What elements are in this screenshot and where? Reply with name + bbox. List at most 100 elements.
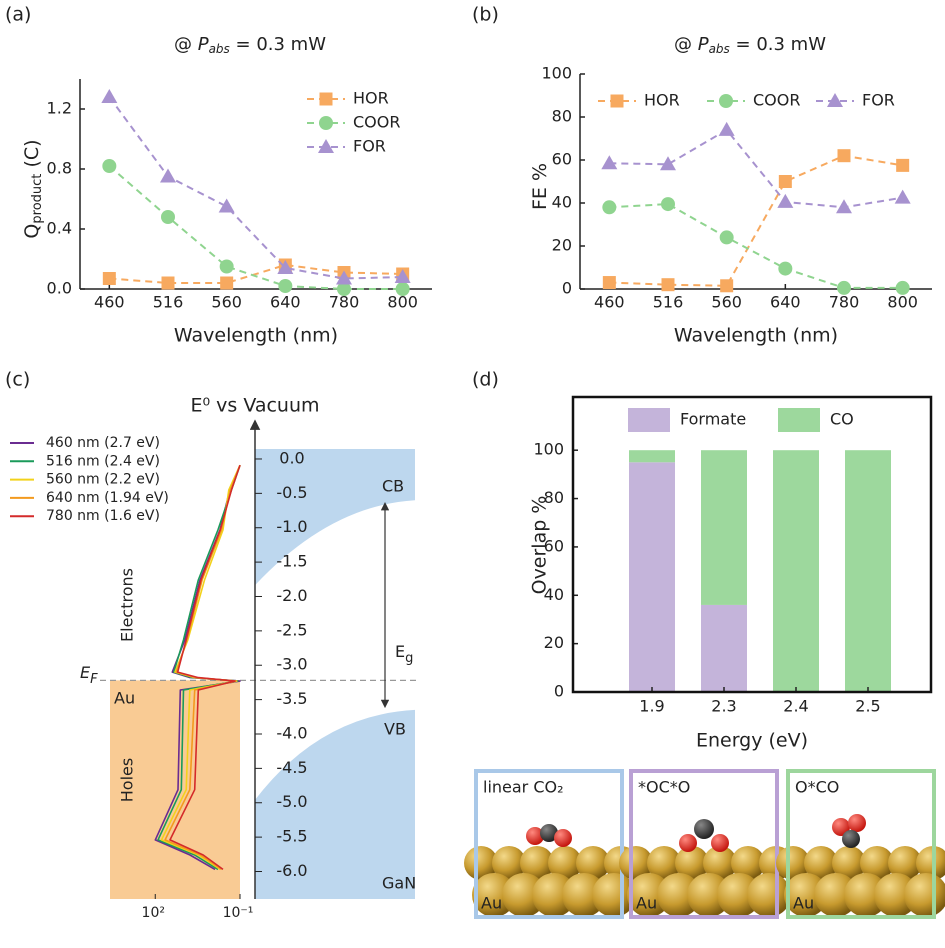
- oxygen-atom: [526, 827, 544, 845]
- fermi-label-sub: F: [90, 672, 98, 687]
- legend-label: 780 nm (1.6 eV): [46, 508, 160, 524]
- conduction-band: [255, 449, 415, 586]
- marker: [218, 198, 235, 213]
- annotation: VB: [384, 720, 406, 739]
- gold-atom: [731, 846, 765, 880]
- x-tick-label: 560: [211, 293, 242, 312]
- y-axis-title: Overlap %: [529, 496, 551, 595]
- legend-label: FOR: [353, 137, 386, 156]
- x-tick-label: 10⁻¹: [223, 905, 254, 921]
- marker: [837, 149, 851, 163]
- carbon-atom: [694, 819, 714, 839]
- marker: [161, 276, 175, 290]
- gold-atom: [747, 873, 791, 917]
- y-axis-title-text: Q: [21, 224, 43, 239]
- series-line: [609, 128, 903, 209]
- y-axis-title: E⁰ vs Vacuum: [190, 395, 319, 417]
- x-tick-label: 10²: [142, 905, 165, 921]
- oxygen-atom: [848, 814, 866, 832]
- legend-label: 640 nm (1.94 eV): [46, 490, 169, 506]
- structure-border: [786, 769, 936, 919]
- title-prefix: @: [674, 34, 698, 55]
- structure-panel: *OC*O Au: [619, 769, 793, 919]
- y-tick-label: -1.5: [276, 552, 307, 571]
- x-tick-label: 2.3: [711, 697, 736, 716]
- marker: [896, 158, 910, 172]
- y-tick-label: 0.4: [47, 219, 72, 238]
- structure-label: O*CO: [795, 778, 839, 797]
- title-subscript: abs: [709, 42, 730, 56]
- y-tick-label: 80: [552, 107, 572, 126]
- plot-frame: [571, 395, 933, 694]
- marker: [660, 156, 676, 171]
- y-tick-label: 20: [544, 633, 564, 652]
- y-tick-label: 1.2: [47, 99, 72, 118]
- metal-region: [110, 680, 240, 899]
- gold-atom: [548, 846, 582, 880]
- bar-segment: [773, 450, 819, 692]
- y-tick-label: 100: [541, 64, 572, 83]
- marker: [777, 193, 794, 208]
- x-tick-label: 560: [711, 293, 742, 312]
- gold-atom: [860, 846, 894, 880]
- y-tick-label: 0.8: [47, 159, 72, 178]
- chart-title: @ Pabs = 0.3 mW: [674, 34, 826, 56]
- marker: [895, 280, 910, 295]
- chart-title: @ Pabs = 0.3 mW: [174, 34, 326, 56]
- marker: [101, 89, 118, 103]
- marker: [661, 278, 675, 292]
- gold-atom: [916, 846, 945, 880]
- structure-panel: linear CO₂ Au: [464, 769, 638, 919]
- panel-label: (a): [5, 4, 31, 26]
- series-line: [609, 203, 903, 289]
- marker: [778, 261, 793, 276]
- y-axis-title: Qproduct (C): [21, 139, 45, 238]
- oxygen-atom: [679, 834, 697, 852]
- legend-label: COOR: [353, 113, 400, 132]
- marker: [278, 279, 293, 293]
- marker: [395, 282, 410, 296]
- annotation: CB: [382, 477, 404, 496]
- y-axis-title: FE %: [529, 163, 551, 210]
- y-tick-label: 40: [544, 585, 564, 604]
- x-axis-title: Wavelength (nm): [174, 325, 338, 347]
- x-tick-label: 2.4: [783, 697, 808, 716]
- x-tick-label: 640: [270, 293, 301, 312]
- y-tick-label: -2.5: [276, 620, 307, 639]
- valence-band: [255, 709, 415, 899]
- marker: [837, 280, 851, 295]
- gold-atom: [675, 846, 709, 880]
- x-axis-title: Wavelength (nm): [674, 325, 838, 347]
- gold-atom: [464, 846, 498, 880]
- oxygen-atom: [832, 818, 850, 836]
- marker: [718, 121, 735, 136]
- gold-atom: [619, 846, 653, 880]
- marker: [602, 276, 616, 290]
- x-tick-label: 800: [887, 293, 918, 312]
- bar-segment: [629, 462, 675, 692]
- legend-label: 460 nm (2.7 eV): [46, 435, 160, 451]
- y-tick-label: -1.0: [276, 517, 307, 536]
- y-tick-label: -3.5: [276, 689, 307, 708]
- y-tick-label: 0.0: [47, 279, 72, 298]
- bar-segment: [629, 450, 675, 463]
- legend-marker: [719, 94, 733, 108]
- marker: [161, 210, 175, 224]
- gap-label: Eg: [395, 642, 413, 666]
- y-tick-label: 80: [544, 488, 564, 507]
- legend-label: Formate: [680, 410, 746, 429]
- marker: [601, 155, 618, 170]
- marker: [277, 260, 294, 274]
- structure-border: [474, 769, 624, 919]
- spectrum-line: [169, 464, 241, 871]
- y-axis-title-unit: (C): [21, 139, 43, 173]
- x-tick-label: 460: [594, 293, 625, 312]
- gold-atom: [492, 846, 526, 880]
- y-axis-title-subscript: product: [30, 174, 45, 224]
- gold-atom: [888, 846, 922, 880]
- gold-atom: [576, 846, 610, 880]
- title-suffix: = 0.3 mW: [230, 34, 326, 55]
- series-line: [609, 154, 903, 287]
- gold-atom: [520, 846, 554, 880]
- y-tick-label: 60: [544, 536, 564, 555]
